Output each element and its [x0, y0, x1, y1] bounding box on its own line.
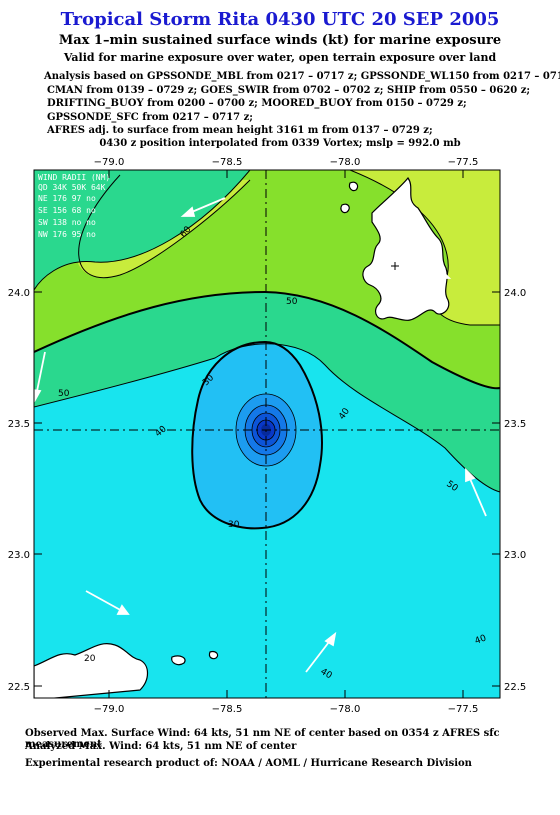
contour-label: 40 [474, 633, 488, 646]
lon-tick-label: −78.5 [212, 704, 243, 715]
cay-2 [340, 203, 350, 214]
chart-subtitle: Max 1–min sustained surface winds (kt) f… [58, 33, 502, 48]
lat-tick-label: 24.0 [8, 288, 30, 299]
plot-frame [33, 169, 501, 699]
lon-tick-label: −77.5 [448, 157, 479, 168]
wind-arrow [85, 590, 130, 615]
crosshair [34, 170, 500, 698]
wind-radii-row: SW 138 no no [38, 218, 96, 227]
andros-island [362, 176, 450, 321]
axis-ticks [34, 170, 500, 698]
exposure-note: Valid for marine exposure over water, op… [63, 51, 497, 64]
lat-tick-label: 24.0 [504, 288, 526, 299]
lat-tick-label: 23.0 [504, 550, 526, 561]
lon-labels-bottom: −79.0 −78.5 −78.0 −77.5 [94, 704, 479, 715]
chart-title: Tropical Storm Rita 0430 UTC 20 SEP 2005 [60, 9, 500, 30]
wind-radii-columns: QD 34K 50K 64K [38, 183, 106, 192]
analysis-sources: Analysis based on GPSSONDE_MBL from 0217… [44, 70, 560, 138]
lat-tick-label: 22.5 [8, 682, 30, 693]
credit-line: Experimental research product of: NOAA /… [25, 758, 472, 769]
cuba-coast [34, 643, 149, 698]
wind-radii-row: NE 176 97 no [38, 194, 96, 203]
land-outlines [34, 176, 450, 698]
analysis-line: AFRES adj. to surface from mean height 3… [47, 125, 433, 136]
analysis-line: GPSSONDE_SFC from 0217 – 0717 z; [47, 111, 253, 123]
wind-arrow [305, 631, 337, 673]
wind-radii-header: WIND RADII (NM) [38, 173, 110, 182]
wind-radii-row: SE 156 68 no [38, 206, 96, 215]
lon-tick-label: −79.0 [94, 704, 125, 715]
contour-60-west [78, 174, 251, 279]
cay-3 [171, 655, 186, 666]
contour-label: 50 [286, 297, 298, 307]
wind-field-map: 60 50 50 50 40 40 40 40 30 30 20 WIND RA… [8, 157, 527, 715]
contour-50-south [34, 290, 500, 390]
lat-labels-right: 24.0 23.5 23.0 22.5 [504, 288, 526, 693]
wind-arrow [180, 197, 226, 217]
analysis-line: Analysis based on GPSSONDE_MBL from 0217… [44, 71, 560, 82]
lat-labels-left: 24.0 23.5 23.0 22.5 [8, 288, 30, 693]
lon-tick-label: −78.5 [212, 157, 243, 168]
wind-radii-table: WIND RADII (NM) QD 34K 50K 64K NE 176 97… [38, 173, 110, 239]
lon-labels-top: −79.0 −78.5 −78.0 −77.5 [94, 157, 479, 168]
analysis-line: DRIFTING_BUOY from 0200 – 0700 z; MOORED… [47, 98, 467, 109]
contour-50-north [34, 170, 251, 291]
wind-arrow [407, 261, 452, 279]
cay-4 [208, 650, 219, 660]
lat-tick-label: 23.5 [504, 419, 526, 430]
contour-label: 20 [84, 654, 96, 664]
observed-max-wind: Observed Max. Surface Wind: 64 kts, 51 n… [25, 728, 500, 750]
cay-1 [348, 181, 359, 192]
contour-30 [191, 340, 323, 530]
contour-40 [34, 343, 500, 493]
lon-tick-label: −78.0 [330, 157, 361, 168]
wind-arrow [465, 467, 487, 517]
wind-radii-row: NW 176 95 no [38, 230, 96, 239]
lat-tick-label: 22.5 [504, 682, 526, 693]
contour-label: 50 [58, 389, 70, 399]
lon-tick-label: −79.0 [94, 157, 125, 168]
lon-tick-label: −77.5 [448, 704, 479, 715]
analyzed-max-wind: Analyzed Max. Wind: 64 kts, 51 nm NE of … [25, 741, 297, 752]
analysis-line: CMAN from 0139 – 0729 z; GOES_SWIR from … [47, 84, 531, 96]
lat-tick-label: 23.5 [8, 419, 30, 430]
position-note: 0430 z position interpolated from 0339 V… [99, 138, 461, 149]
lat-tick-label: 23.0 [8, 550, 30, 561]
lon-tick-label: −78.0 [330, 704, 361, 715]
contour-fill-layer [34, 170, 500, 698]
contour-label: 30 [228, 520, 240, 530]
